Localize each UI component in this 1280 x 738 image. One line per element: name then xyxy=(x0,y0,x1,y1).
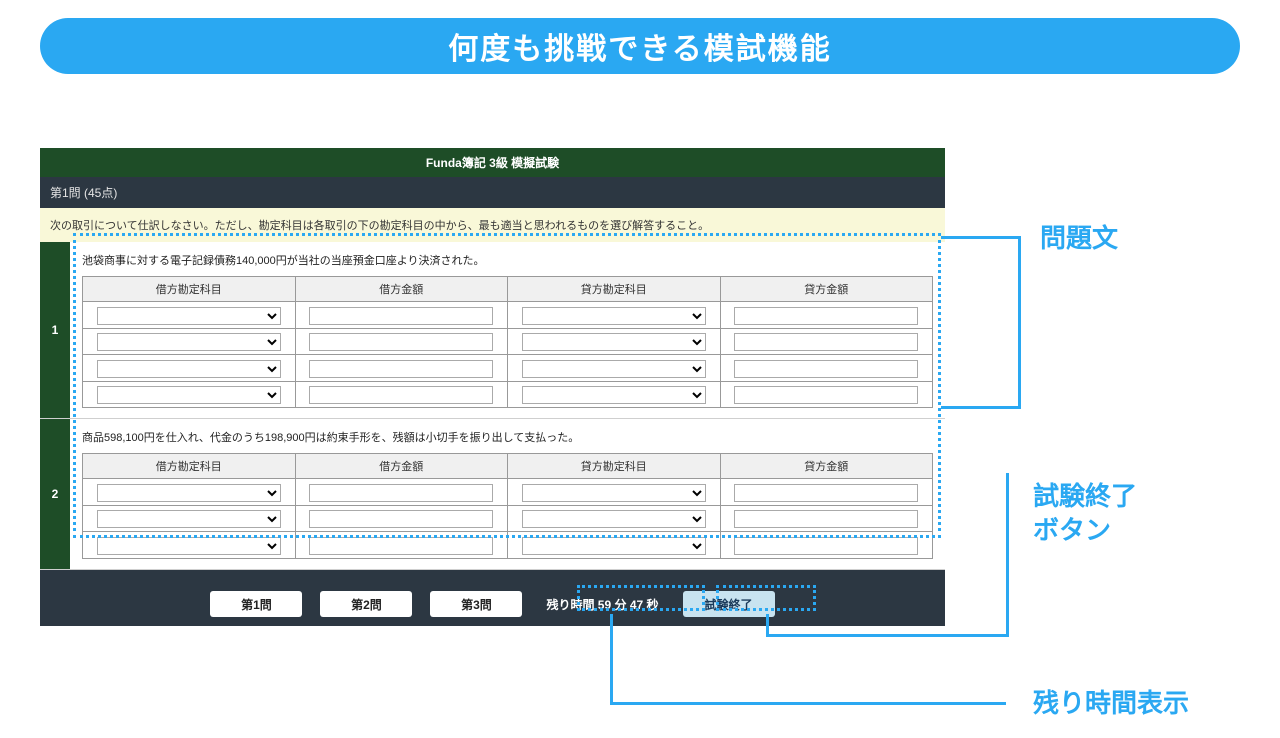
col-credit_account: 貸方勘定科目 xyxy=(508,277,721,302)
line xyxy=(766,634,1009,637)
exam-app: Funda簿記 3級 模擬試験 第1問 (45点) 次の取引について仕訳しなさい… xyxy=(40,148,945,626)
end-exam-button[interactable]: 試験終了 xyxy=(683,591,775,617)
nav-q2-button[interactable]: 第2問 xyxy=(320,591,412,617)
bottom-bar: 第1問 第2問 第3問 残り時間 59 分 47 秒 試験終了 xyxy=(40,582,945,626)
line xyxy=(941,236,1021,239)
problem-text: 商品598,100円を仕入れ、代金のうち198,900円は約束手形を、残額は小切… xyxy=(82,429,933,445)
annot-problem: 問題文 xyxy=(1040,222,1118,256)
table-row xyxy=(83,302,933,329)
line xyxy=(766,614,769,636)
line xyxy=(610,702,1006,705)
journal-table: 借方勘定科目借方金額貸方勘定科目貸方金額 xyxy=(82,453,933,559)
line xyxy=(941,406,1021,409)
debit-account-select[interactable] xyxy=(97,386,281,404)
debit-account-select[interactable] xyxy=(97,537,281,555)
credit-amount-input[interactable] xyxy=(734,333,918,351)
col-debit_account: 借方勘定科目 xyxy=(83,277,296,302)
annot-end: 試験終了 ボタン xyxy=(1033,446,1137,547)
debit-account-select[interactable] xyxy=(97,510,281,528)
problem-text: 池袋商事に対する電子記録債務140,000円が当社の当座預金口座より決済された。 xyxy=(82,252,933,268)
col-credit_account: 貸方勘定科目 xyxy=(508,454,721,479)
credit-account-select[interactable] xyxy=(522,360,706,378)
debit-account-select[interactable] xyxy=(97,307,281,325)
problem-body: 池袋商事に対する電子記録債務140,000円が当社の当座預金口座より決済された。… xyxy=(70,242,945,418)
col-credit_amount: 貸方金額 xyxy=(720,454,933,479)
credit-amount-input[interactable] xyxy=(734,386,918,404)
instruction-text: 次の取引について仕訳しなさい。ただし、勘定科目は各取引の下の勘定科目の中から、最… xyxy=(40,208,945,242)
debit-amount-input[interactable] xyxy=(309,484,493,502)
col-debit_account: 借方勘定科目 xyxy=(83,454,296,479)
app-title: Funda簿記 3級 模擬試験 xyxy=(40,148,945,177)
credit-account-select[interactable] xyxy=(522,484,706,502)
table-row xyxy=(83,381,933,408)
col-debit_amount: 借方金額 xyxy=(295,277,508,302)
debit-amount-input[interactable] xyxy=(309,360,493,378)
problem-block: 2 商品598,100円を仕入れ、代金のうち198,900円は約束手形を、残額は小… xyxy=(40,419,945,570)
question-label: 第1問 (45点) xyxy=(40,177,945,208)
hero-title: 何度も挑戦できる模試機能 xyxy=(448,24,831,68)
line xyxy=(1006,473,1009,637)
table-row xyxy=(83,505,933,532)
credit-amount-input[interactable] xyxy=(734,484,918,502)
debit-amount-input[interactable] xyxy=(309,537,493,555)
debit-account-select[interactable] xyxy=(97,333,281,351)
table-row xyxy=(83,355,933,382)
line xyxy=(610,614,613,704)
table-row xyxy=(83,532,933,559)
nav-q1-button[interactable]: 第1問 xyxy=(210,591,302,617)
table-row xyxy=(83,479,933,506)
credit-amount-input[interactable] xyxy=(734,360,918,378)
nav-q3-button[interactable]: 第3問 xyxy=(430,591,522,617)
timer-display: 残り時間 59 分 47 秒 xyxy=(540,596,664,613)
credit-account-select[interactable] xyxy=(522,510,706,528)
debit-account-select[interactable] xyxy=(97,360,281,378)
debit-amount-input[interactable] xyxy=(309,307,493,325)
problem-number: 2 xyxy=(40,419,70,569)
credit-account-select[interactable] xyxy=(522,386,706,404)
debit-amount-input[interactable] xyxy=(309,333,493,351)
credit-amount-input[interactable] xyxy=(734,307,918,325)
credit-amount-input[interactable] xyxy=(734,537,918,555)
credit-account-select[interactable] xyxy=(522,307,706,325)
credit-account-select[interactable] xyxy=(522,333,706,351)
debit-account-select[interactable] xyxy=(97,484,281,502)
debit-amount-input[interactable] xyxy=(309,386,493,404)
line xyxy=(1018,239,1021,409)
problem-number: 1 xyxy=(40,242,70,418)
problem-block: 1池袋商事に対する電子記録債務140,000円が当社の当座預金口座より決済された… xyxy=(40,242,945,419)
annot-timer: 残り時間表示 xyxy=(1033,687,1189,721)
table-row xyxy=(83,328,933,355)
problem-body: 商品598,100円を仕入れ、代金のうち198,900円は約束手形を、残額は小切… xyxy=(70,419,945,569)
col-credit_amount: 貸方金額 xyxy=(720,277,933,302)
col-debit_amount: 借方金額 xyxy=(295,454,508,479)
problems-area: 1池袋商事に対する電子記録債務140,000円が当社の当座預金口座より決済された… xyxy=(40,242,945,570)
hero-banner: 何度も挑戦できる模試機能 xyxy=(40,18,1240,74)
credit-amount-input[interactable] xyxy=(734,510,918,528)
journal-table: 借方勘定科目借方金額貸方勘定科目貸方金額 xyxy=(82,276,933,408)
debit-amount-input[interactable] xyxy=(309,510,493,528)
credit-account-select[interactable] xyxy=(522,537,706,555)
